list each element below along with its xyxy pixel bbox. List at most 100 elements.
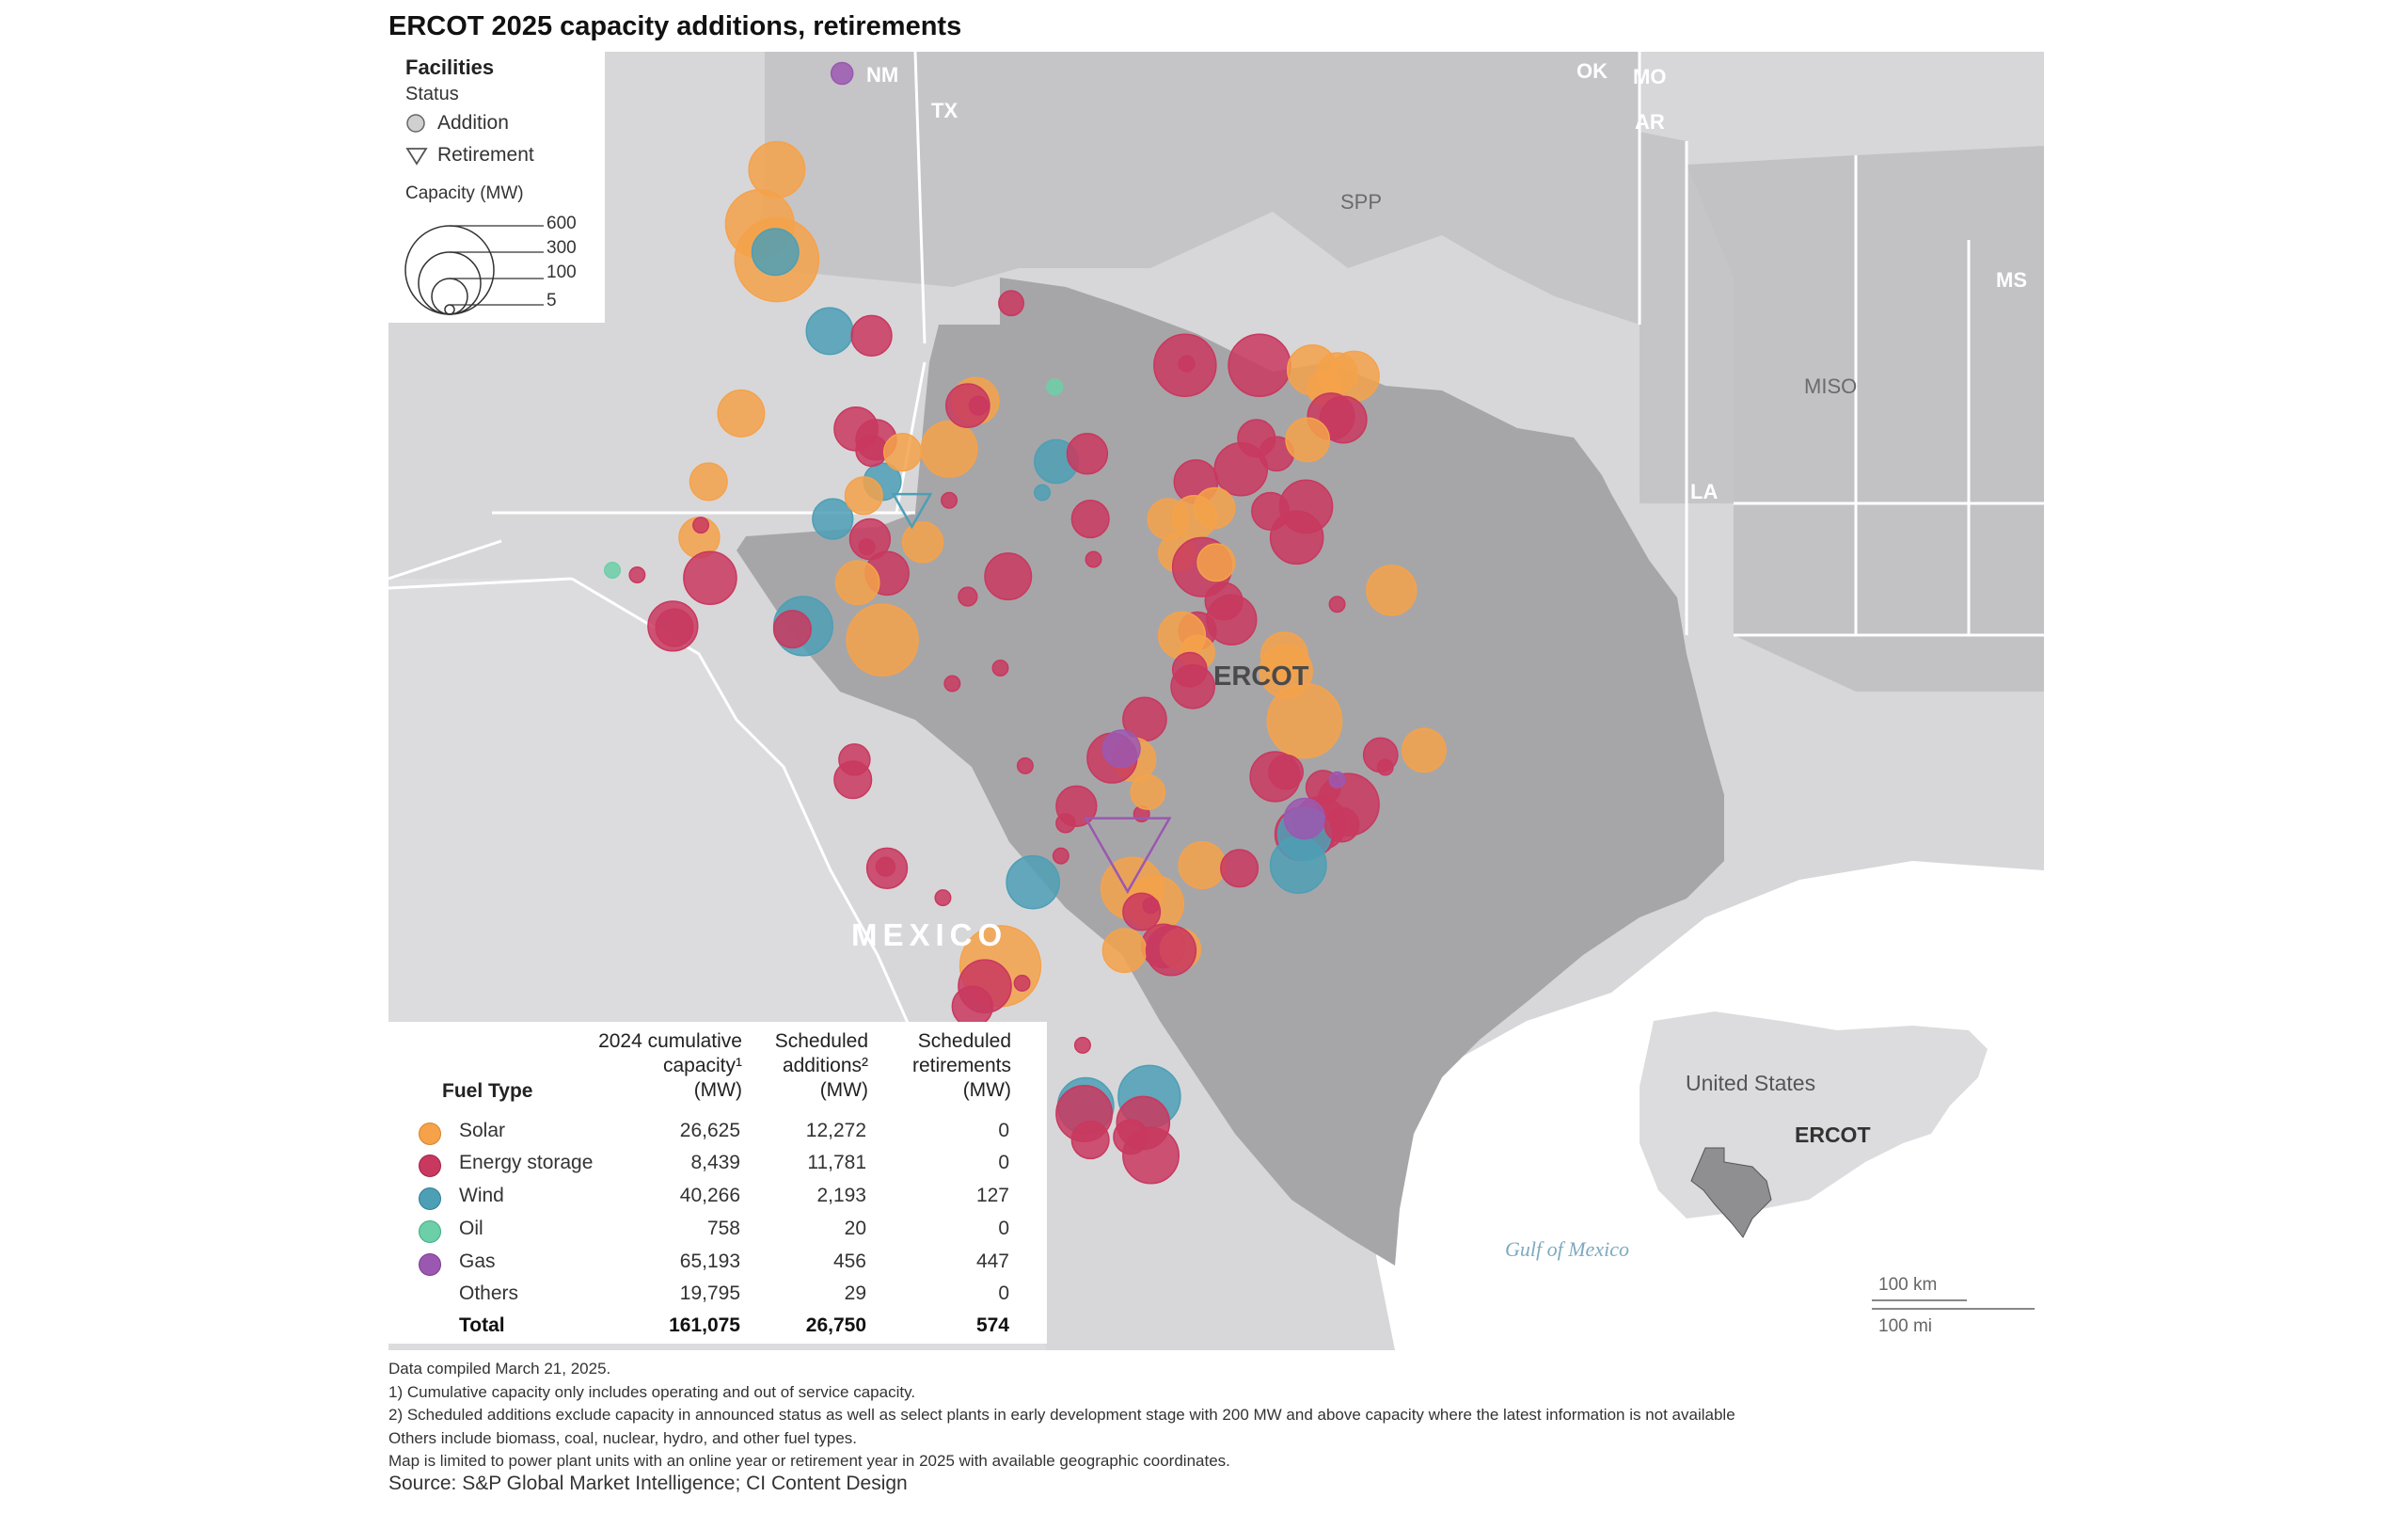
label-ok: OK [1576,59,1608,83]
energy-storage-facility-marker [1376,758,1394,776]
legend-addition-label: Addition [437,112,509,134]
size-600-label: 600 [547,214,577,233]
source-line: Source: S&P Global Market Intelligence; … [388,1473,908,1494]
oil-facility-marker [1046,378,1064,396]
retirement-triangle-marker [891,492,933,530]
label-gulf-of-mexico: Gulf of Mexico [1505,1237,1629,1261]
energy-storage-facility-marker [1016,756,1034,774]
wind-facility-marker [1269,836,1327,894]
fuel-type-table: 2024 cumulative capacity¹ (MW) Scheduled ad… [388,1022,1047,1344]
energy-storage-facility-marker [875,856,896,877]
energy-storage-facility-marker [1251,491,1291,531]
col-cumulative-header: 2024 cumulative capacity¹ (MW) [598,1030,742,1101]
solar-facility-marker [901,521,944,564]
solar-facility-marker [846,603,919,677]
table-row-energy-storage: Energy storage 8,439 11,781 0 [405,1150,1045,1182]
facility-markers [604,61,1447,1185]
energy-storage-facility-marker [991,659,1009,677]
energy-storage-facility-marker [945,383,990,428]
energy-storage-facility-marker [1066,433,1109,475]
solar-facility-marker [1196,543,1236,582]
energy-storage-facility-marker [1145,925,1197,977]
energy-storage-facility-marker [934,889,952,907]
energy-storage-facility-marker [772,610,812,649]
wind-facility-marker [751,228,800,277]
gas-facility-marker [1328,771,1346,788]
energy-storage-facility-marker [1268,754,1304,790]
wind-facility-marker [1006,854,1060,910]
oil-dot-icon [419,1220,441,1243]
map-title: ERCOT 2025 capacity additions, retiremen… [388,11,962,41]
gas-facility-marker [830,61,854,86]
wind-dot-icon [419,1187,441,1210]
energy-storage-facility-marker [1055,813,1076,834]
col-retirements-header: Scheduled retirements (MW) [911,1030,1011,1101]
legend-panel: Facilities Status Addition Retirement Ca… [388,52,605,323]
energy-storage-facility-marker [1171,651,1208,688]
solar-facility-marker [1266,682,1343,759]
retirement-triangle-marker [1084,817,1172,895]
energy-storage-facility-marker [1213,441,1269,497]
table-row-gas: Gas 65,193 456 447 [405,1249,1045,1281]
legend-title: Facilities [405,56,495,79]
table-row-total: Total 161,075 26,750 574 [459,1314,1009,1336]
solar-facility-marker [1101,928,1148,974]
oil-facility-marker [604,562,621,579]
spp-region [755,52,1734,503]
wind-facility-marker [1034,484,1052,502]
energy-storage-facility-marker [683,550,737,606]
solar-facility-marker [1285,417,1331,463]
energy-storage-facility-marker [1113,1119,1149,1155]
label-ms: MS [1996,268,2027,292]
legend-addition: Addition [405,112,509,135]
scale-km-label: 100 km [1878,1275,1938,1295]
col-additions-header: Scheduled additions² (MW) [774,1030,868,1101]
table-row-oil: Oil 758 20 0 [405,1216,1045,1248]
inset-ercot-label: ERCOT [1795,1123,1871,1147]
label-la: LA [1690,480,1719,503]
legend-retirement: Retirement [405,144,534,167]
energy-storage-facility-marker [1070,500,1110,539]
miso-region [1687,146,2044,692]
energy-storage-facility-marker [1206,594,1258,645]
energy-storage-facility-marker [1328,596,1346,613]
energy-storage-facility-marker [1142,897,1160,915]
label-ercot: ERCOT [1213,661,1309,692]
size-300-label: 300 [547,238,577,258]
label-ar: AR [1635,110,1665,134]
ercot-region [737,278,1724,1266]
table-row-wind: Wind 40,266 2,193 127 [405,1183,1045,1215]
energy-storage-facility-marker [958,586,978,607]
size-5-label: 5 [547,291,557,311]
addition-circle-icon [406,114,425,133]
energy-storage-facility-marker [968,395,990,416]
energy-storage-facility-marker [951,985,993,1027]
energy-storage-facility-marker [855,434,888,468]
table-row-solar: Solar 26,625 12,272 0 [405,1118,1045,1150]
solar-facility-marker [1194,486,1236,530]
energy-storage-dot-icon [419,1155,441,1177]
footnotes: Data compiled March 21, 2025. 1) Cumulat… [388,1360,1735,1470]
solar-facility-marker [834,560,880,606]
energy-storage-facility-marker [1220,849,1259,888]
solar-facility-marker [1259,631,1308,680]
label-spp: SPP [1340,190,1383,214]
energy-storage-facility-marker [941,491,958,509]
scale-mi-label: 100 mi [1878,1316,1933,1336]
energy-storage-facility-marker [1052,847,1069,865]
energy-storage-facility-marker [1085,550,1102,568]
energy-storage-facility-marker [943,675,961,693]
label-mexico: MEXICO [851,917,1008,952]
solar-dot-icon [419,1123,441,1145]
label-tx: TX [931,99,958,122]
solar-facility-marker [844,476,883,516]
energy-storage-facility-marker [998,290,1024,317]
retirement-triangle-icon [405,148,428,166]
wind-facility-marker [812,498,854,540]
energy-storage-facility-marker [692,517,710,534]
solar-facility-marker [883,433,923,472]
energy-storage-facility-marker [1073,1036,1091,1054]
gas-dot-icon [419,1253,441,1276]
energy-storage-facility-marker [848,518,892,561]
solar-facility-marker [920,420,978,478]
